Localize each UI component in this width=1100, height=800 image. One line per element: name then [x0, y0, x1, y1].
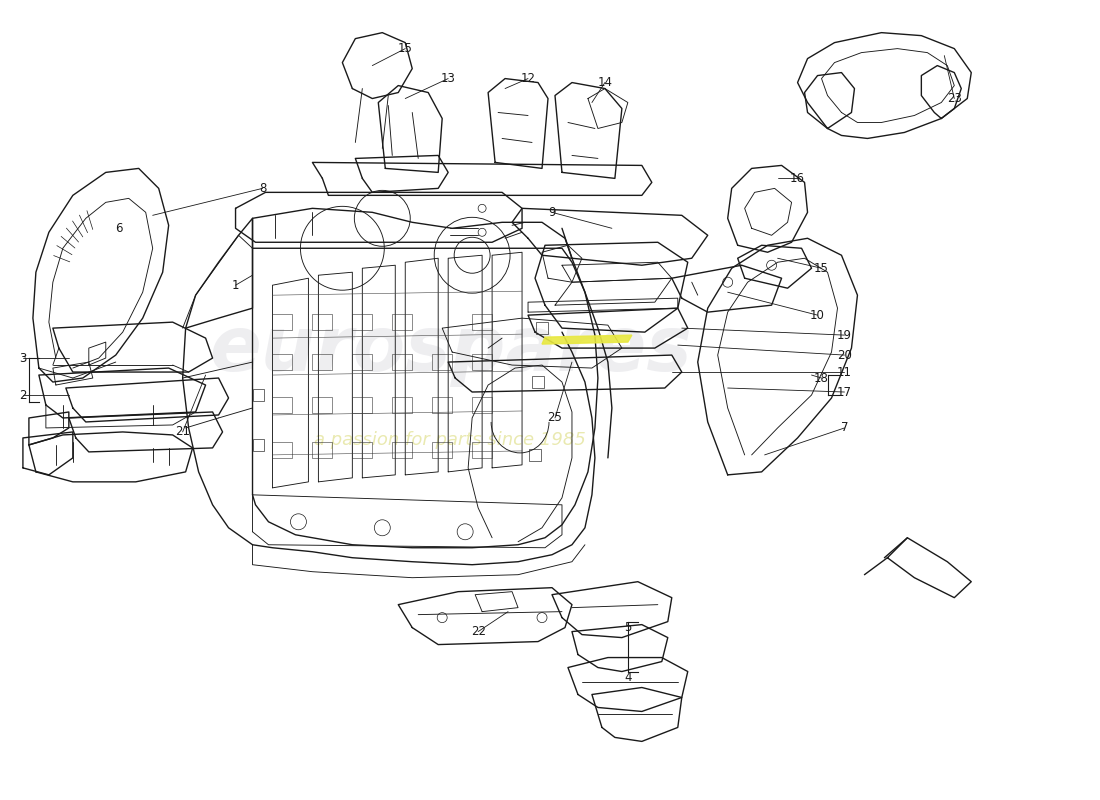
Bar: [432, 442, 452, 458]
Text: 20: 20: [837, 349, 851, 362]
Bar: [352, 314, 372, 330]
Text: 4: 4: [624, 671, 631, 684]
Text: 5: 5: [624, 621, 631, 634]
Bar: [253, 389, 264, 401]
Text: 25: 25: [548, 411, 562, 425]
Text: 6: 6: [116, 222, 122, 234]
Polygon shape: [542, 335, 631, 344]
Bar: [393, 397, 412, 413]
Text: 2: 2: [19, 389, 26, 402]
Text: 11: 11: [837, 366, 852, 378]
Text: 18: 18: [814, 371, 829, 385]
Bar: [432, 397, 452, 413]
Text: 14: 14: [597, 76, 613, 89]
Bar: [393, 354, 412, 370]
Bar: [312, 397, 332, 413]
Text: 7: 7: [840, 422, 848, 434]
Text: 15: 15: [398, 42, 412, 55]
Bar: [472, 442, 492, 458]
Bar: [312, 354, 332, 370]
Bar: [532, 376, 544, 388]
Bar: [536, 322, 548, 334]
Text: a passion for parts since 1985: a passion for parts since 1985: [315, 431, 586, 449]
Bar: [253, 439, 264, 451]
Bar: [273, 397, 293, 413]
Bar: [529, 449, 541, 461]
Bar: [352, 442, 372, 458]
Bar: [393, 442, 412, 458]
Bar: [273, 314, 293, 330]
Text: 16: 16: [790, 172, 805, 185]
Text: 8: 8: [258, 182, 266, 195]
Bar: [393, 314, 412, 330]
Bar: [472, 354, 492, 370]
Text: 22: 22: [471, 625, 485, 638]
Bar: [312, 442, 332, 458]
Text: 13: 13: [441, 72, 455, 85]
Text: 23: 23: [947, 92, 961, 105]
Text: 21: 21: [175, 426, 190, 438]
Bar: [312, 314, 332, 330]
Text: 1: 1: [232, 278, 240, 292]
Bar: [432, 354, 452, 370]
Bar: [472, 314, 492, 330]
Text: 12: 12: [520, 72, 536, 85]
Bar: [273, 442, 293, 458]
Bar: [472, 397, 492, 413]
Text: 15: 15: [814, 262, 829, 274]
Text: 19: 19: [837, 329, 852, 342]
Bar: [352, 397, 372, 413]
Text: 3: 3: [19, 351, 26, 365]
Text: eurospares: eurospares: [209, 313, 692, 387]
Text: 17: 17: [837, 386, 852, 398]
Text: 9: 9: [548, 206, 556, 219]
Bar: [352, 354, 372, 370]
Text: 10: 10: [810, 309, 825, 322]
Bar: [273, 354, 293, 370]
